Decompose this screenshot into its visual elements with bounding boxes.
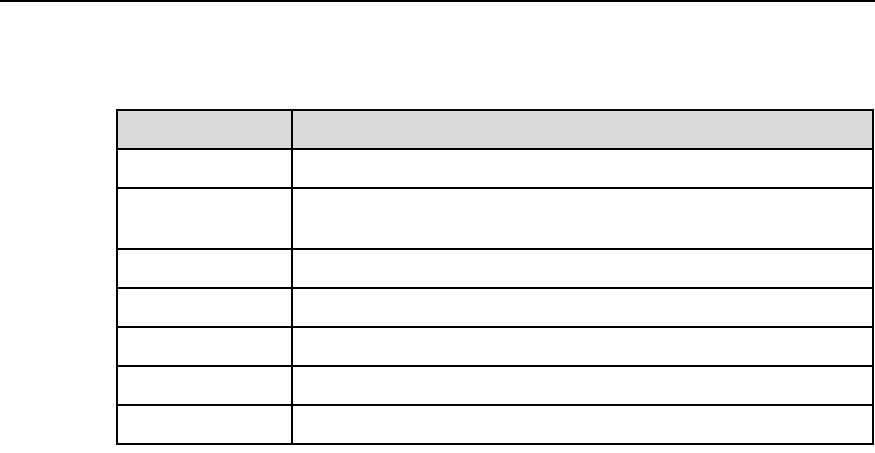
table-cell <box>116 287 293 328</box>
table-row <box>116 365 874 406</box>
table-header-row <box>116 109 874 150</box>
table-cell <box>116 326 293 367</box>
data-table <box>116 109 874 445</box>
table-row <box>116 326 874 367</box>
table-row <box>116 148 874 189</box>
table-cell <box>291 248 874 289</box>
table-cell <box>291 326 874 367</box>
table-cell <box>116 248 293 289</box>
header-cell-2 <box>291 109 874 150</box>
table-cell <box>116 187 293 250</box>
table-row <box>116 287 874 328</box>
table-row <box>116 187 874 250</box>
table-cell <box>291 404 874 445</box>
table-cell <box>116 365 293 406</box>
table-cell <box>291 187 874 250</box>
table-cell <box>291 287 874 328</box>
table-cell <box>116 148 293 189</box>
table-cell <box>291 365 874 406</box>
header-rule <box>0 0 875 2</box>
table-row <box>116 248 874 289</box>
table-row <box>116 404 874 445</box>
header-cell-1 <box>116 109 293 150</box>
table-cell <box>291 148 874 189</box>
table-cell <box>116 404 293 445</box>
